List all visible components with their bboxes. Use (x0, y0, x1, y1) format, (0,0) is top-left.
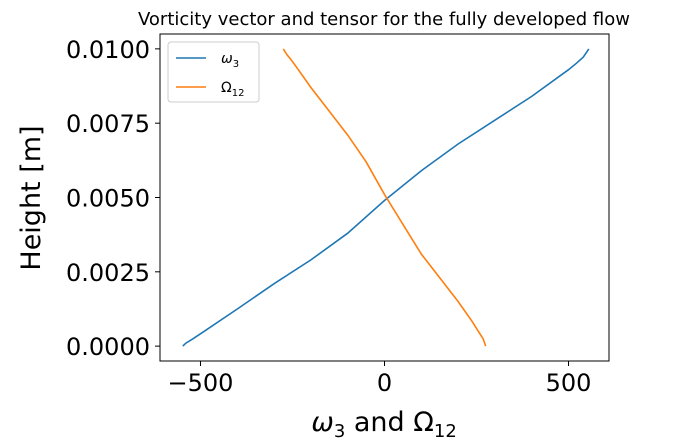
series-line-omega12 (282, 48, 487, 347)
y-tick-label: 0.0075 (66, 110, 150, 138)
series-line-omega3 (182, 48, 590, 347)
y-axis-label: Height [m] (16, 125, 47, 270)
x-tick-label: −500 (168, 369, 234, 397)
chart-title: Vorticity vector and tensor for the full… (138, 9, 630, 30)
x-axis-label-symbol-b: Ω (413, 407, 434, 438)
legend-box (167, 41, 260, 103)
x-axis-label-sub-b: 12 (434, 421, 457, 442)
legend: ω3 Ω12 (167, 41, 260, 103)
y-tick-label: 0.0100 (66, 36, 150, 64)
x-tick-label: 500 (546, 369, 592, 397)
x-axis-label: ω3 and Ω12 (311, 407, 457, 442)
legend-label: Ω12 (221, 80, 244, 99)
y-tick-label: 0.0025 (66, 259, 150, 287)
x-axis-label-mid: and (345, 407, 413, 438)
x-axis-label-sub-a: 3 (334, 421, 345, 442)
y-tick-label: 0.0000 (66, 333, 150, 361)
y-tick-label: 0.0050 (66, 185, 150, 213)
x-tick-label: 0 (377, 369, 392, 397)
axis-ticks: −500 0 500 0.0000 0.0025 0.0050 0.0075 0.0100 (66, 36, 591, 397)
legend-label: ω3 (221, 51, 239, 70)
x-axis-label-symbol-a: ω (311, 407, 334, 438)
